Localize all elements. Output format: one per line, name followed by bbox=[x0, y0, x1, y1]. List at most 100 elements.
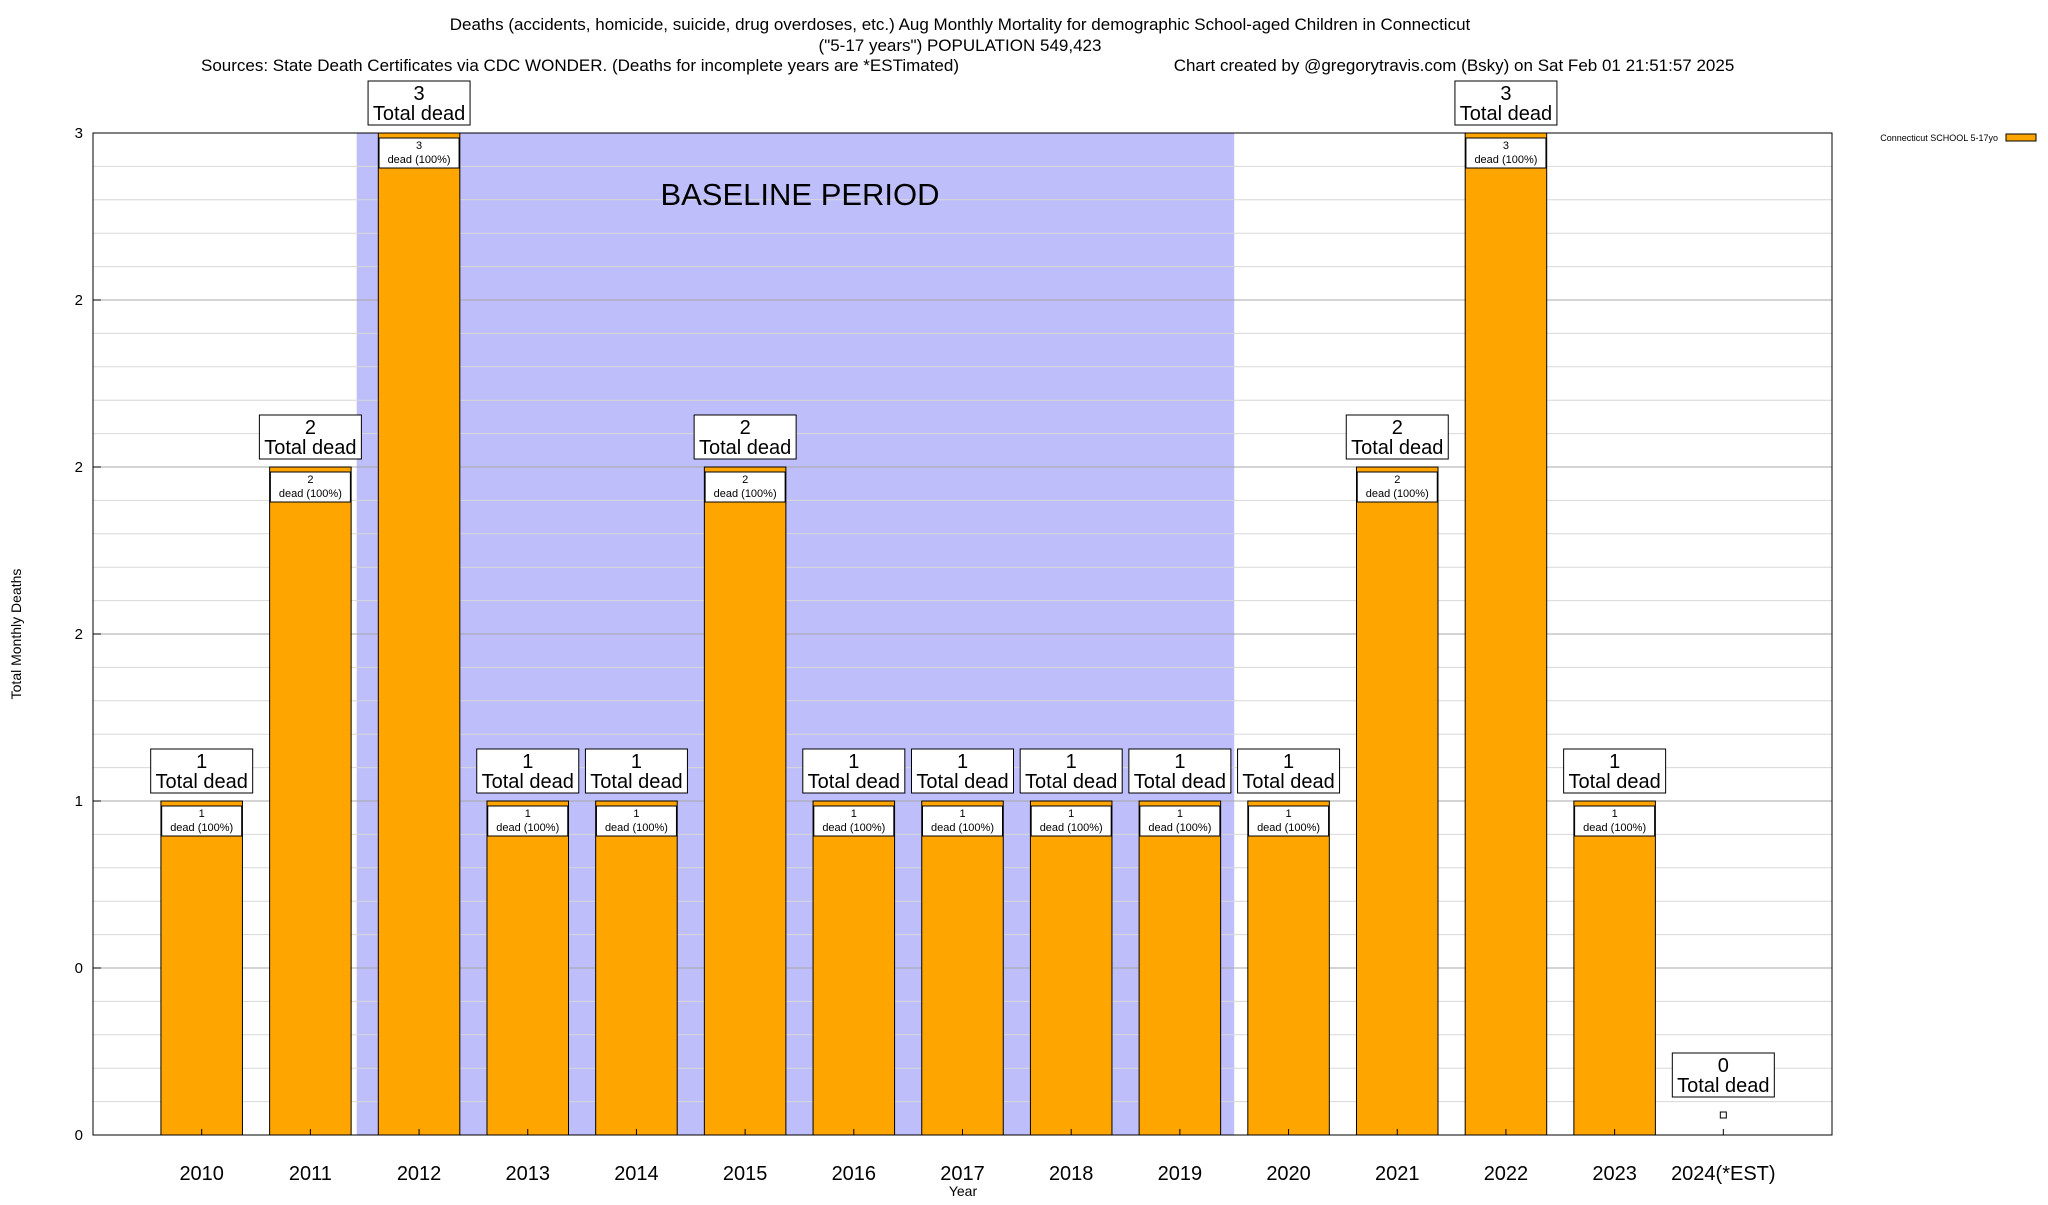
bar bbox=[921, 800, 1004, 1136]
x-tick-label: 2017 bbox=[940, 1163, 985, 1185]
inner-label-box bbox=[813, 805, 895, 837]
inner-dead-label: dead (100%) bbox=[1040, 822, 1103, 834]
total-dead-label: Total dead bbox=[1242, 771, 1334, 793]
inner-dead-label: dead (100%) bbox=[605, 822, 668, 834]
total-label-box bbox=[367, 80, 471, 126]
bar bbox=[1029, 800, 1113, 1136]
inner-label-box bbox=[378, 137, 460, 169]
inner-label-box bbox=[161, 805, 243, 837]
total-dead-label: Total dead bbox=[1134, 771, 1226, 793]
total-count-label: 1 bbox=[1066, 751, 1077, 773]
inner-count-label: 1 bbox=[1286, 808, 1292, 820]
total-count-label: 1 bbox=[848, 751, 859, 773]
total-count-label: 2 bbox=[1392, 417, 1403, 439]
total-label-box bbox=[1019, 748, 1123, 794]
inner-dead-label: dead (100%) bbox=[279, 488, 342, 500]
inner-label-box bbox=[1465, 137, 1547, 169]
inner-dead-label: dead (100%) bbox=[1474, 154, 1537, 166]
inner-dead-label: dead (100%) bbox=[1257, 822, 1320, 834]
inner-dead-label: dead (100%) bbox=[496, 822, 559, 834]
total-count-label: 0 bbox=[1718, 1055, 1729, 1077]
total-label-box bbox=[1563, 748, 1667, 794]
legend: Connecticut SCHOOL 5-17yo bbox=[1880, 133, 2037, 143]
total-label-box bbox=[150, 748, 254, 794]
total-count-label: 1 bbox=[1609, 751, 1620, 773]
x-tick-label: 2014 bbox=[614, 1163, 659, 1185]
zero-marker bbox=[1719, 1111, 1727, 1119]
inner-label-box bbox=[1139, 805, 1221, 837]
inner-count-label: 1 bbox=[633, 808, 639, 820]
chart-title-line-2: ("5-17 years") POPULATION 549,423 bbox=[819, 36, 1102, 55]
bar bbox=[1247, 800, 1330, 1136]
total-dead-label: Total dead bbox=[156, 771, 248, 793]
bar bbox=[269, 466, 352, 1136]
inner-dead-label: dead (100%) bbox=[822, 822, 885, 834]
total-count-label: 2 bbox=[305, 417, 316, 439]
total-label-box bbox=[1345, 414, 1449, 460]
total-label-box bbox=[1454, 80, 1558, 126]
total-dead-label: Total dead bbox=[808, 771, 900, 793]
inner-label-box bbox=[269, 471, 351, 503]
total-count-label: 1 bbox=[196, 751, 207, 773]
chart-credit: Chart created by @gregorytravis.com (Bsk… bbox=[1174, 56, 1735, 75]
y-tick-label: 0 bbox=[75, 1127, 83, 1144]
x-tick-label: 2020 bbox=[1266, 1163, 1311, 1185]
total-count-label: 1 bbox=[1174, 751, 1185, 773]
total-label-box bbox=[1671, 1052, 1775, 1098]
x-tick-label: 2021 bbox=[1375, 1163, 1420, 1185]
x-tick-label: 2011 bbox=[289, 1163, 332, 1185]
total-label-box bbox=[258, 414, 362, 460]
x-tick-label: 2012 bbox=[397, 1163, 442, 1185]
total-label-box bbox=[584, 748, 688, 794]
inner-count-label: 3 bbox=[1503, 140, 1509, 152]
inner-count-label: 2 bbox=[307, 474, 313, 486]
legend-series-label: Connecticut SCHOOL 5-17yo bbox=[1880, 133, 1998, 143]
total-dead-label: Total dead bbox=[699, 437, 791, 459]
total-count-label: 3 bbox=[1500, 83, 1511, 105]
total-label-box bbox=[802, 748, 906, 794]
y-tick-label: 1 bbox=[75, 793, 83, 810]
y-tick-label: 2 bbox=[75, 459, 83, 476]
total-label-box bbox=[911, 748, 1014, 794]
inner-dead-label: dead (100%) bbox=[170, 822, 233, 834]
inner-count-label: 3 bbox=[416, 140, 422, 152]
inner-count-label: 1 bbox=[199, 808, 205, 820]
y-tick-label: 3 bbox=[75, 125, 83, 142]
inner-count-label: 2 bbox=[742, 474, 748, 486]
inner-label-box bbox=[704, 471, 786, 503]
inner-dead-label: dead (100%) bbox=[931, 822, 994, 834]
inner-dead-label: dead (100%) bbox=[1583, 822, 1646, 834]
total-dead-label: Total dead bbox=[1460, 103, 1552, 125]
inner-dead-label: dead (100%) bbox=[1148, 822, 1211, 834]
x-tick-label: 2023 bbox=[1592, 1163, 1637, 1185]
total-label-box bbox=[1237, 748, 1341, 794]
inner-label-box bbox=[487, 805, 569, 837]
bar bbox=[1573, 800, 1656, 1136]
inner-label-box bbox=[1248, 805, 1330, 837]
bar bbox=[486, 800, 570, 1136]
total-dead-label: Total dead bbox=[482, 771, 574, 793]
bar bbox=[812, 800, 896, 1136]
y-axis-label: Total Monthly Deaths bbox=[8, 569, 24, 700]
inner-label-box bbox=[1574, 805, 1656, 837]
x-tick-label: 2010 bbox=[179, 1163, 224, 1185]
bar bbox=[377, 132, 461, 1136]
legend-swatch bbox=[2005, 133, 2037, 142]
total-label-box bbox=[1128, 748, 1232, 794]
total-count-label: 2 bbox=[740, 417, 751, 439]
x-tick-label: 2016 bbox=[832, 1163, 877, 1185]
inner-label-box bbox=[1030, 805, 1112, 837]
total-count-label: 1 bbox=[1283, 751, 1294, 773]
total-dead-label: Total dead bbox=[1568, 771, 1660, 793]
inner-label-box bbox=[595, 805, 677, 837]
bars-layer bbox=[160, 132, 1727, 1136]
total-dead-label: Total dead bbox=[264, 437, 356, 459]
inner-count-label: 1 bbox=[1612, 808, 1618, 820]
total-count-label: 1 bbox=[522, 751, 533, 773]
total-dead-label: Total dead bbox=[373, 103, 465, 125]
x-tick-label: 2019 bbox=[1158, 1163, 1203, 1185]
inner-dead-label: dead (100%) bbox=[714, 488, 777, 500]
